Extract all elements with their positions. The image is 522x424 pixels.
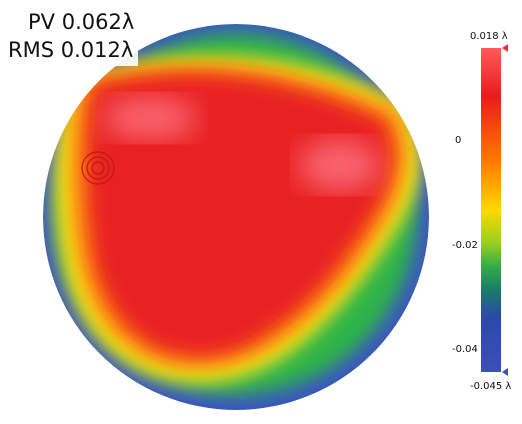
colorbar-min-marker xyxy=(502,368,508,376)
ring-artifact xyxy=(81,151,115,185)
colorbar-max-label: 0.018 λ xyxy=(470,31,508,42)
colorbar-min-label: -0.045 λ xyxy=(470,381,512,392)
colorbar-gradient xyxy=(481,48,501,372)
colorbar-tick-1: -0.02 xyxy=(452,240,478,251)
colorbar-max-marker xyxy=(502,44,508,52)
colorbar-tick-2: -0.04 xyxy=(452,344,478,355)
wavefront-disk xyxy=(43,24,429,410)
colorbar xyxy=(481,44,508,376)
rms-value: RMS 0.012λ xyxy=(8,38,134,62)
colorbar-tick-0: 0 xyxy=(455,135,462,146)
wavefront-stats: PV 0.062λ RMS 0.012λ xyxy=(6,6,139,66)
peak-right xyxy=(298,139,382,191)
pv-value: PV 0.062λ xyxy=(28,10,135,34)
peak-left xyxy=(102,96,198,140)
